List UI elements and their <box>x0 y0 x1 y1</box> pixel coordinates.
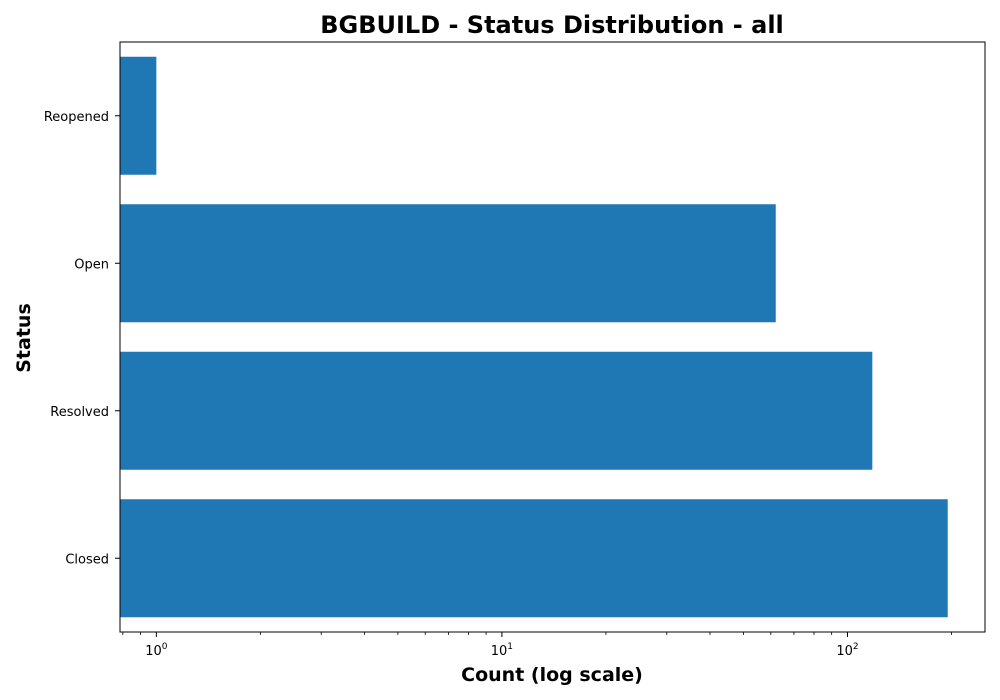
y-tick-label-open: Open <box>74 257 109 272</box>
y-axis-label: Status <box>13 303 35 373</box>
chart-title: BGBUILD - Status Distribution - all <box>320 11 784 39</box>
x-axis-label: Count (log scale) <box>461 664 643 686</box>
x-tick-label-0: 100 <box>145 642 168 659</box>
plot-area: Closed Resolved Open Reopened 100 101 102 <box>44 41 986 659</box>
bar-reopened <box>120 56 157 175</box>
y-tick-label-closed: Closed <box>65 552 109 567</box>
x-tick-label-1: 101 <box>491 642 513 659</box>
y-tick-label-reopened: Reopened <box>44 110 109 125</box>
bar-resolved <box>120 351 873 470</box>
x-tick-label-2: 102 <box>836 642 858 659</box>
y-tick-label-resolved: Resolved <box>50 405 109 420</box>
bar-open <box>120 204 776 323</box>
plot-frame <box>119 41 986 633</box>
bar-closed <box>120 499 948 618</box>
